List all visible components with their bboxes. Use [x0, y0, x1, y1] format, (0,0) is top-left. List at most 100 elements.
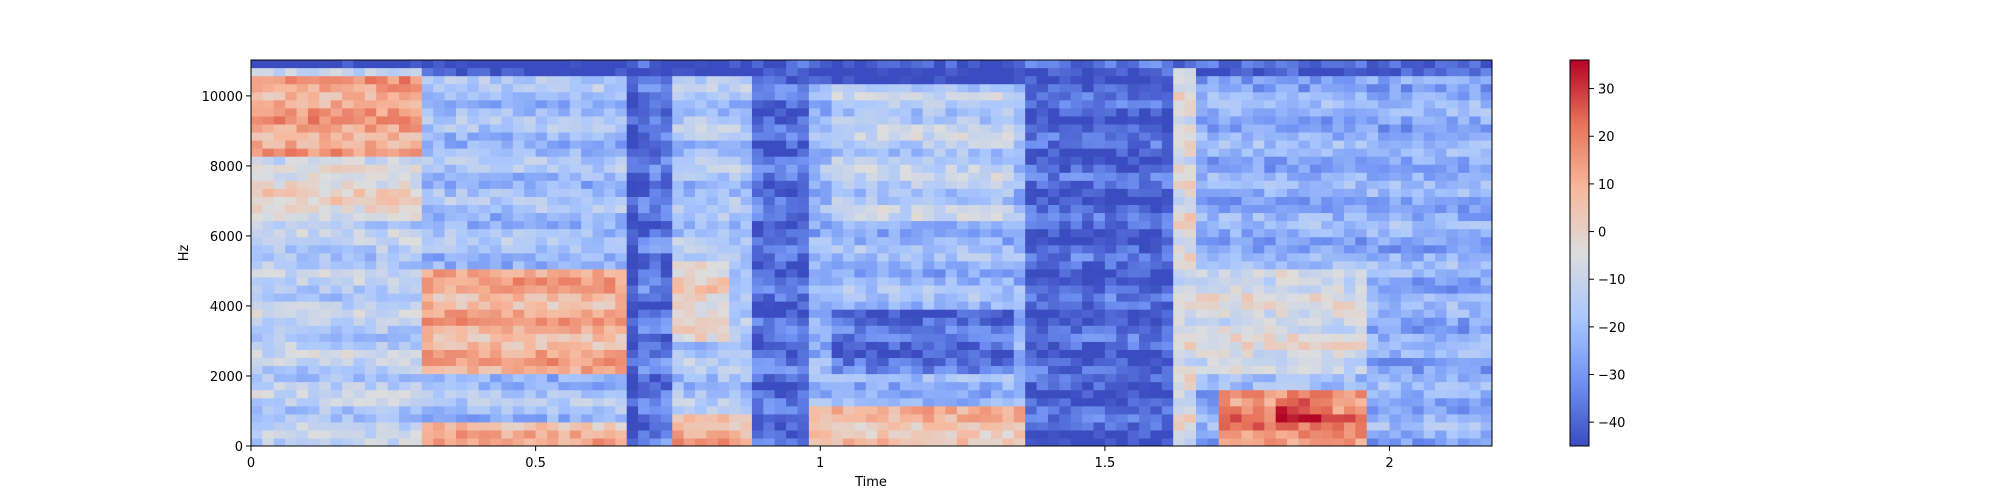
- spectrogram-cell: [1070, 148, 1083, 157]
- spectrogram-cell: [285, 196, 298, 206]
- spectrogram-cell: [353, 99, 366, 109]
- spectrogram-cell: [490, 373, 503, 383]
- spectrogram-cell: [467, 75, 480, 85]
- spectrogram-cell: [251, 301, 263, 310]
- spectrogram-cell: [934, 252, 947, 262]
- spectrogram-cell: [1321, 373, 1334, 383]
- spectrogram-cell: [1025, 204, 1038, 214]
- spectrogram-cell: [1139, 220, 1152, 230]
- spectrogram-cell: [262, 397, 275, 407]
- spectrogram-cell: [1412, 389, 1425, 399]
- spectrogram-cell: [1389, 381, 1402, 391]
- spectrogram-cell: [1309, 220, 1322, 230]
- spectrogram-cell: [808, 244, 821, 254]
- spectrogram-cell: [1025, 309, 1038, 318]
- spectrogram-cell: [1332, 357, 1345, 367]
- spectrogram-cell: [1002, 60, 1015, 69]
- spectrogram-cell: [1127, 75, 1140, 85]
- spectrogram-cell: [979, 107, 992, 117]
- spectrogram-cell: [535, 140, 548, 149]
- spectrogram-cell: [740, 188, 753, 197]
- spectrogram-cell: [444, 99, 457, 109]
- spectrogram-cell: [1059, 325, 1072, 334]
- spectrogram-cell: [1104, 437, 1117, 446]
- spectrogram-cell: [569, 373, 582, 383]
- spectrogram-cell: [273, 140, 286, 149]
- spectrogram-cell: [1412, 123, 1425, 133]
- spectrogram-cell: [820, 276, 833, 286]
- spectrogram-cell: [285, 429, 298, 439]
- spectrogram-cell: [1423, 268, 1436, 278]
- spectrogram-cell: [1207, 349, 1220, 359]
- spectrogram-cell: [1378, 333, 1391, 342]
- spectrogram-cell: [888, 260, 901, 270]
- spectrogram-cell: [1332, 188, 1345, 197]
- spectrogram-cell: [1423, 83, 1436, 93]
- spectrogram-cell: [649, 268, 662, 278]
- spectrogram-cell: [877, 180, 890, 189]
- spectrogram-cell: [615, 67, 628, 77]
- spectrogram-cell: [774, 60, 787, 69]
- spectrogram-cell: [501, 123, 514, 133]
- spectrogram-cell: [433, 301, 446, 310]
- spectrogram-cell: [1207, 91, 1220, 101]
- spectrogram-cell: [330, 317, 343, 326]
- spectrogram-cell: [1423, 220, 1436, 230]
- spectrogram-cell: [1116, 115, 1129, 125]
- spectrogram-cell: [1412, 301, 1425, 310]
- spectrogram-cell: [558, 115, 571, 125]
- spectrogram-cell: [501, 131, 514, 141]
- spectrogram-cell: [854, 148, 867, 157]
- spectrogram-cell: [877, 228, 890, 238]
- spectrogram-cell: [1104, 293, 1117, 302]
- spectrogram-cell: [1241, 156, 1254, 165]
- spectrogram-cell: [251, 75, 263, 85]
- spectrogram-cell: [763, 268, 776, 278]
- spectrogram-cell: [353, 67, 366, 77]
- spectrogram-cell: [934, 131, 947, 141]
- spectrogram-cell: [1082, 365, 1095, 375]
- spectrogram-cell: [649, 252, 662, 262]
- spectrogram-cell: [808, 333, 821, 342]
- spectrogram-cell: [1378, 91, 1391, 101]
- spectrogram-cell: [512, 437, 525, 446]
- spectrogram-cell: [638, 397, 651, 407]
- spectrogram-cell: [376, 244, 389, 254]
- spectrogram-cell: [455, 228, 468, 238]
- spectrogram-cell: [592, 268, 605, 278]
- spectrogram-cell: [330, 123, 343, 133]
- spectrogram-cell: [626, 252, 639, 262]
- spectrogram-cell: [991, 99, 1004, 109]
- spectrogram-cell: [991, 204, 1004, 214]
- spectrogram-cell: [1332, 405, 1345, 415]
- spectrogram-cell: [342, 325, 355, 334]
- spectrogram-cell: [786, 204, 799, 214]
- spectrogram-cell: [592, 220, 605, 230]
- spectrogram-cell: [353, 260, 366, 270]
- spectrogram-cell: [512, 260, 525, 270]
- spectrogram-cell: [581, 268, 594, 278]
- spectrogram-cell: [1161, 156, 1174, 165]
- spectrogram-cell: [581, 75, 594, 85]
- spectrogram-cell: [740, 389, 753, 399]
- spectrogram-cell: [922, 405, 935, 415]
- spectrogram-cell: [626, 107, 639, 117]
- spectrogram-cell: [1343, 437, 1356, 446]
- spectrogram-cell: [1013, 204, 1026, 214]
- spectrogram-cell: [979, 228, 992, 238]
- spectrogram-cell: [581, 260, 594, 270]
- spectrogram-cell: [1127, 148, 1140, 157]
- spectrogram-cell: [922, 228, 935, 238]
- spectrogram-cell: [797, 429, 810, 439]
- spectrogram-cell: [922, 293, 935, 302]
- spectrogram-cell: [581, 91, 594, 101]
- spectrogram-cell: [547, 67, 560, 77]
- spectrogram-cell: [1082, 67, 1095, 77]
- spectrogram-cell: [444, 188, 457, 197]
- spectrogram-cell: [501, 196, 514, 206]
- spectrogram-cell: [797, 196, 810, 206]
- spectrogram-cell: [512, 228, 525, 238]
- spectrogram-cell: [410, 373, 423, 383]
- spectrogram-cell: [558, 212, 571, 222]
- spectrogram-cell: [364, 228, 377, 238]
